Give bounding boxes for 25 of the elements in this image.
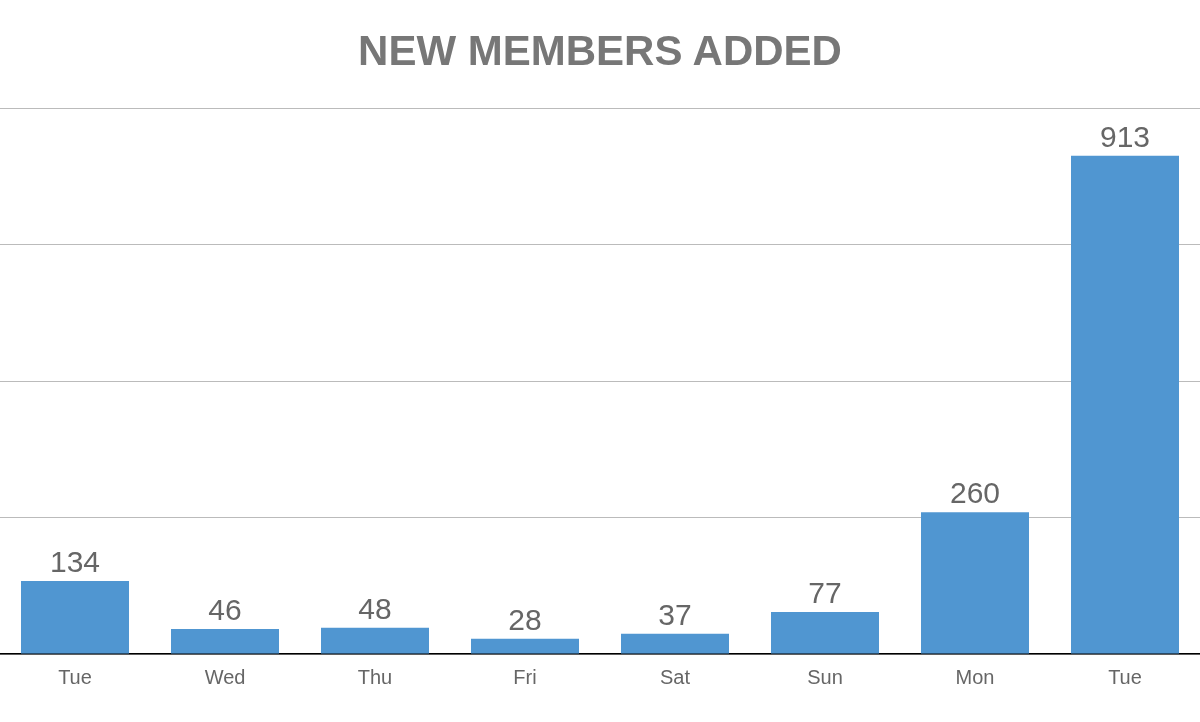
bar: [1071, 155, 1179, 654]
x-tick-label: Fri: [513, 665, 537, 688]
data-label: 48: [358, 592, 392, 626]
data-label: 134: [49, 545, 101, 579]
data-label: 46: [208, 593, 242, 627]
bar: [471, 638, 579, 654]
bar: [921, 512, 1029, 654]
x-tick-label: Wed: [204, 665, 246, 688]
x-tick-label: Tue: [58, 665, 92, 688]
bar: [771, 611, 879, 654]
data-label: 37: [658, 598, 692, 632]
x-tick-label: Tue: [1108, 665, 1142, 688]
x-tick-label: Mon: [955, 665, 995, 688]
bar: [621, 633, 729, 654]
data-label: 913: [1099, 120, 1151, 154]
bar: [21, 580, 129, 654]
x-tick-label: Sat: [659, 665, 691, 688]
bar: [321, 627, 429, 654]
chart-title: NEW MEMBERS ADDED: [358, 26, 842, 74]
data-label: 28: [508, 602, 542, 636]
data-label: 77: [808, 576, 842, 610]
bar: [171, 628, 279, 654]
x-tick-label: Sun: [807, 665, 843, 688]
x-tick-label: Thu: [357, 665, 393, 688]
data-label: 260: [949, 476, 1001, 510]
